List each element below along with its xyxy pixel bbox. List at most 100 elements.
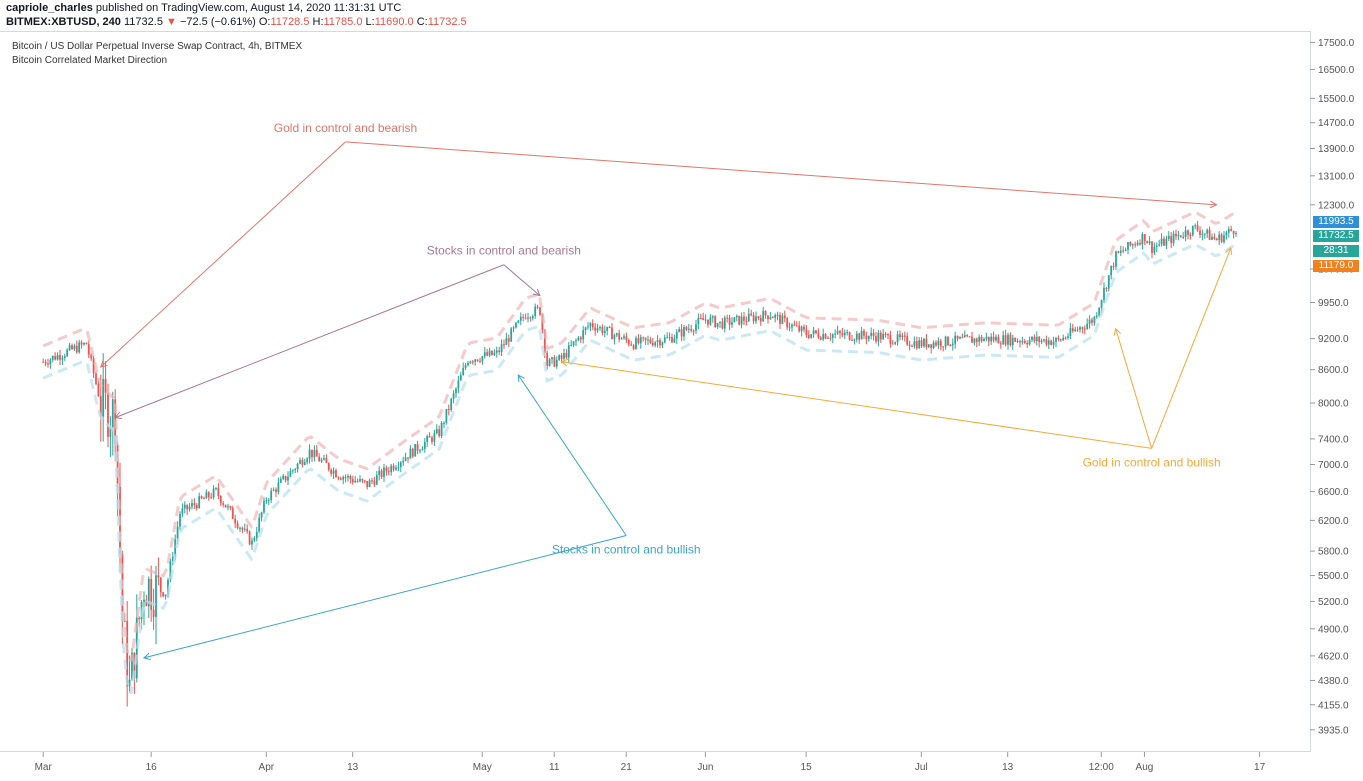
candle-up xyxy=(1119,250,1122,253)
candle-up xyxy=(111,399,114,428)
candle-down xyxy=(411,448,414,457)
candle-down xyxy=(685,327,688,330)
candle-down xyxy=(54,355,57,360)
candle-up xyxy=(462,367,465,376)
candle-down xyxy=(875,336,877,342)
candle-up xyxy=(282,475,285,479)
candle-up xyxy=(481,356,484,362)
arrowhead-icon xyxy=(100,360,108,368)
candle-down xyxy=(522,316,525,318)
price-tag: 11993.5 xyxy=(1313,216,1359,228)
candle-up xyxy=(1069,328,1072,337)
candle-up xyxy=(647,339,649,341)
candle-down xyxy=(1196,225,1199,231)
candle-up xyxy=(990,336,993,342)
candle-up xyxy=(654,342,657,346)
candle-down xyxy=(407,457,409,459)
candle-up xyxy=(260,512,263,518)
candle-down xyxy=(752,315,755,322)
candle-down xyxy=(1189,234,1192,236)
candle-up xyxy=(474,359,477,362)
candle-up xyxy=(347,476,349,478)
candle-up xyxy=(1095,315,1098,317)
candle-up xyxy=(1141,234,1144,245)
indicator-name[interactable]: Bitcoin Correlated Market Direction xyxy=(12,55,168,66)
y-tick-label: 15500.0 xyxy=(1318,94,1355,105)
candle-down xyxy=(630,344,633,346)
candle-down xyxy=(486,352,489,356)
candle-down xyxy=(779,314,781,324)
candle-up xyxy=(855,333,858,340)
candle-up xyxy=(678,329,681,332)
candle-up xyxy=(299,460,301,464)
symbol-label[interactable]: BITMEX:XBTUSD, 240 xyxy=(6,16,121,28)
candle-up xyxy=(1031,336,1033,341)
candle-down xyxy=(1187,230,1189,235)
chart-frame[interactable] xyxy=(0,31,1311,752)
candle-down xyxy=(692,330,695,332)
candle-down xyxy=(431,437,433,442)
candle-up xyxy=(399,462,402,467)
candle-up xyxy=(959,337,961,339)
candle-up xyxy=(918,340,921,349)
candle-up xyxy=(1211,236,1213,240)
candle-down xyxy=(539,307,541,315)
candle-down xyxy=(1019,341,1021,343)
candle-down xyxy=(611,327,613,340)
candle-up xyxy=(954,335,957,344)
candle-down xyxy=(884,333,887,335)
candle-down xyxy=(872,332,875,337)
candle-down xyxy=(757,316,760,318)
candle-down xyxy=(949,345,952,347)
candle-up xyxy=(558,355,561,360)
candle-up xyxy=(1100,300,1103,308)
candle-down xyxy=(848,332,851,340)
candle-down xyxy=(786,318,789,328)
candle-down xyxy=(824,333,827,339)
candle-up xyxy=(147,578,150,607)
y-tick-label: 4380.0 xyxy=(1318,676,1349,687)
candle-down xyxy=(793,324,796,326)
candle-up xyxy=(1167,235,1170,239)
candle-down xyxy=(1023,340,1026,343)
candle-down xyxy=(999,343,1002,345)
candle-up xyxy=(1235,233,1237,235)
candle-up xyxy=(1115,251,1117,267)
candle-down xyxy=(284,475,287,481)
candle-up xyxy=(78,342,81,353)
candle-down xyxy=(961,337,964,339)
indicator-upper-band xyxy=(42,210,1236,662)
candle-down xyxy=(44,361,47,364)
candle-down xyxy=(565,353,568,358)
x-tick-label: May xyxy=(473,762,492,773)
candle-up xyxy=(63,356,66,358)
candle-up xyxy=(1194,225,1197,227)
candle-up xyxy=(263,500,265,513)
candle-down xyxy=(798,325,801,332)
candle-down xyxy=(632,345,635,349)
candle-down xyxy=(311,449,313,458)
candle-down xyxy=(224,504,227,508)
last-price: 11732.5 xyxy=(123,16,163,28)
candle-down xyxy=(366,481,369,487)
candle-down xyxy=(707,319,709,325)
candle-down xyxy=(992,336,995,341)
candle-up xyxy=(978,336,981,342)
candle-down xyxy=(373,481,376,485)
candle-up xyxy=(963,335,966,338)
high-value: 11785.0 xyxy=(323,16,363,28)
candle-down xyxy=(1076,329,1079,331)
candle-up xyxy=(440,422,443,437)
candle-down xyxy=(387,471,390,473)
candle-up xyxy=(49,359,52,365)
candle-down xyxy=(529,317,532,319)
candle-down xyxy=(1014,337,1017,342)
candle-up xyxy=(1177,235,1180,237)
author-name[interactable]: capriole_charles xyxy=(6,2,93,14)
annotation-arrow-line xyxy=(1151,247,1232,449)
candle-up xyxy=(531,316,534,319)
candle-up xyxy=(896,334,899,343)
candle-up xyxy=(1172,233,1175,244)
candle-down xyxy=(680,329,683,337)
